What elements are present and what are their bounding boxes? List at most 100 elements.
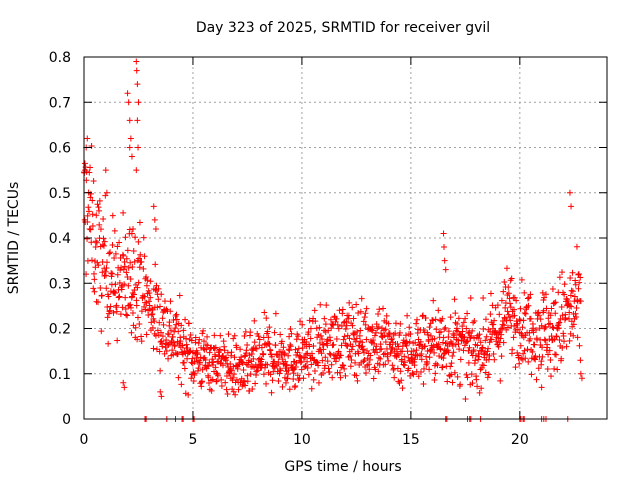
plot-frame	[83, 56, 608, 420]
data-point	[440, 244, 447, 251]
data-point	[124, 90, 131, 97]
data-point	[170, 339, 177, 346]
data-point	[114, 271, 121, 278]
data-point	[311, 368, 318, 375]
data-point	[567, 292, 574, 299]
data-point	[456, 346, 463, 353]
data-point	[545, 321, 552, 328]
data-point	[206, 349, 213, 356]
data-point	[562, 314, 569, 321]
data-point	[244, 372, 251, 379]
data-point	[210, 359, 217, 366]
data-point	[289, 367, 296, 374]
data-point	[570, 332, 577, 339]
data-point	[313, 358, 320, 365]
data-point	[445, 334, 452, 341]
data-point	[322, 321, 329, 328]
data-point	[100, 235, 107, 242]
data-point	[184, 355, 191, 362]
data-point	[123, 255, 130, 262]
data-point	[335, 348, 342, 355]
data-point	[81, 160, 88, 167]
data-point	[345, 315, 352, 322]
data-point	[363, 336, 370, 343]
data-point	[490, 321, 497, 328]
data-point	[292, 383, 299, 390]
data-point	[465, 330, 472, 337]
data-point	[416, 352, 423, 359]
data-point	[441, 326, 448, 333]
data-point	[528, 371, 535, 378]
data-point	[103, 259, 110, 266]
data-point	[382, 339, 389, 346]
data-point	[326, 368, 333, 375]
data-point	[508, 275, 515, 282]
data-point	[334, 321, 341, 328]
data-point	[485, 356, 492, 363]
data-point	[437, 328, 444, 335]
data-point	[496, 328, 503, 335]
data-point	[128, 153, 135, 160]
data-point	[460, 319, 467, 326]
data-point	[220, 338, 227, 345]
data-point	[89, 211, 96, 218]
data-point	[152, 261, 159, 268]
data-point	[452, 310, 459, 317]
data-point	[365, 361, 372, 368]
y-tick-label: 0.1	[49, 367, 71, 383]
data-point	[439, 339, 446, 346]
data-point	[506, 314, 513, 321]
data-point	[92, 244, 99, 251]
data-point	[341, 365, 348, 372]
data-point	[163, 337, 170, 344]
data-point	[332, 318, 339, 325]
data-point	[96, 207, 103, 214]
data-point	[478, 385, 485, 392]
data-point	[264, 361, 271, 368]
data-point	[426, 354, 433, 361]
data-point	[91, 270, 98, 277]
data-point	[572, 281, 579, 288]
data-point	[272, 342, 279, 349]
data-point	[352, 338, 359, 345]
data-point	[135, 255, 142, 262]
data-point	[503, 265, 510, 272]
data-point	[101, 238, 108, 245]
data-point	[181, 359, 188, 366]
data-point	[134, 117, 141, 124]
data-point	[348, 357, 355, 364]
data-point	[382, 350, 388, 357]
data-point	[511, 306, 518, 313]
data-point	[538, 384, 545, 391]
data-point	[307, 325, 314, 332]
data-point	[200, 338, 207, 345]
data-point	[537, 316, 544, 323]
data-point	[295, 345, 302, 352]
data-point	[199, 330, 206, 337]
data-point	[247, 371, 254, 378]
data-point	[121, 384, 128, 391]
data-point	[261, 364, 268, 371]
data-point	[447, 363, 454, 370]
data-point	[138, 258, 145, 265]
data-point	[241, 332, 248, 339]
data-point	[128, 329, 135, 336]
data-point	[474, 383, 481, 390]
data-point	[435, 307, 442, 314]
data-point	[302, 354, 309, 361]
data-point	[560, 332, 567, 339]
data-point	[476, 353, 483, 360]
data-point	[389, 344, 396, 351]
data-point	[553, 351, 560, 358]
data-point	[465, 359, 472, 366]
data-point	[372, 329, 379, 336]
axes	[83, 56, 608, 420]
data-point	[102, 272, 109, 279]
data-point	[390, 366, 397, 373]
data-point	[406, 324, 413, 331]
data-point	[183, 335, 190, 342]
data-point	[479, 344, 486, 351]
data-point	[487, 290, 494, 297]
data-point	[507, 317, 514, 324]
data-point	[238, 358, 245, 365]
